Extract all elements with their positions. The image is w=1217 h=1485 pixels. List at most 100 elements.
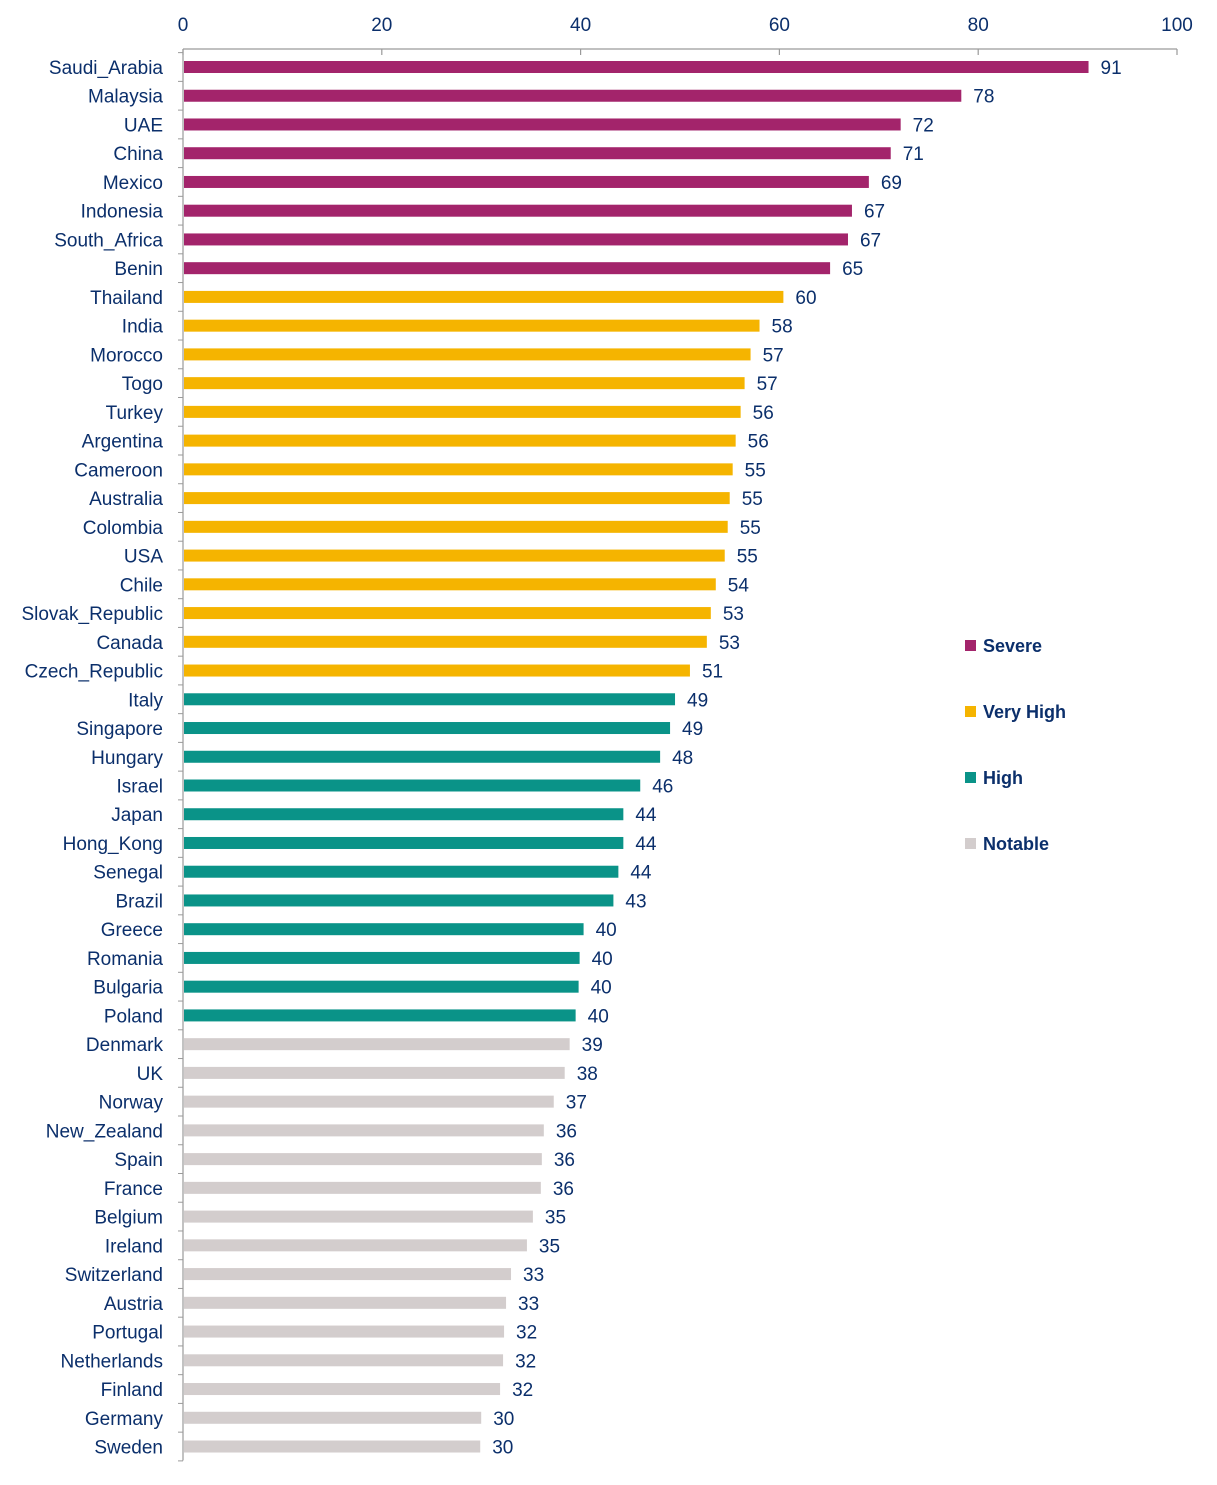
legend-label: Severe (983, 636, 1042, 656)
bar (184, 1124, 544, 1137)
data-label: 56 (748, 432, 769, 453)
data-label: 35 (545, 1208, 566, 1229)
bar (184, 664, 690, 677)
data-label: 72 (913, 115, 934, 136)
category-label: Austria (104, 1294, 164, 1315)
data-label: 69 (881, 173, 902, 194)
bar (184, 1325, 505, 1338)
category-label: Chile (120, 575, 163, 596)
category-label: Saudi_Arabia (49, 58, 164, 79)
category-label: Romania (87, 949, 163, 970)
data-label: 58 (772, 317, 793, 338)
data-label: 48 (672, 748, 693, 769)
bar (184, 520, 728, 533)
category-label: Malaysia (88, 87, 163, 108)
legend-label: Notable (983, 834, 1049, 854)
category-label: Greece (101, 920, 163, 941)
category-label: Singapore (76, 719, 163, 740)
category-label: Colombia (83, 518, 164, 539)
category-label: Argentina (82, 432, 164, 453)
bar (184, 233, 848, 246)
category-label: Belgium (94, 1208, 163, 1229)
bar (184, 463, 733, 476)
bars (184, 61, 1089, 1453)
data-label: 32 (515, 1351, 536, 1372)
category-label: Ireland (105, 1236, 163, 1257)
category-label: Denmark (86, 1035, 164, 1056)
category-label: Bulgaria (93, 978, 163, 999)
data-label: 51 (702, 662, 723, 683)
bar (184, 750, 661, 763)
bar (184, 1009, 576, 1022)
bar (184, 262, 831, 275)
data-label: 40 (596, 920, 617, 941)
category-label: Mexico (103, 173, 163, 194)
bar (184, 1296, 507, 1309)
category-label: Senegal (93, 863, 163, 884)
category-label: Germany (85, 1409, 164, 1430)
data-label: 33 (518, 1294, 539, 1315)
category-label: Czech_Republic (25, 662, 163, 683)
category-label: Benin (114, 259, 163, 280)
category-label: Canada (96, 633, 163, 654)
data-label: 49 (687, 690, 708, 711)
data-label: 32 (512, 1380, 533, 1401)
bar (184, 118, 901, 131)
category-labels: Saudi_Arabia Malaysia UAE China Mexico Indone… (21, 58, 163, 1459)
bar (184, 319, 760, 332)
bar (184, 348, 751, 361)
category-label: New_Zealand (46, 1121, 163, 1142)
category-label: Slovak_Republic (21, 604, 163, 625)
data-label: 40 (592, 949, 613, 970)
bar (184, 1153, 542, 1166)
bar (184, 923, 584, 936)
category-label: South_Africa (54, 230, 163, 251)
legend-swatch (965, 772, 976, 783)
data-label: 33 (523, 1265, 544, 1286)
bar (184, 980, 579, 993)
data-label: 55 (742, 489, 763, 510)
data-label: 67 (860, 230, 881, 251)
category-label: Italy (128, 690, 163, 711)
category-label: Togo (122, 374, 163, 395)
data-label: 78 (973, 87, 994, 108)
data-label: 36 (554, 1150, 575, 1171)
category-label: Japan (111, 805, 163, 826)
bar (184, 693, 676, 706)
data-label: 65 (842, 259, 863, 280)
bar (184, 377, 745, 390)
category-label: France (104, 1179, 163, 1200)
category-label: USA (124, 547, 163, 568)
bar (184, 1239, 527, 1252)
category-label: Sweden (94, 1438, 163, 1459)
x-axis: 0 20 40 60 80 100 (178, 15, 1193, 1462)
data-label: 71 (903, 144, 924, 165)
bar (184, 578, 716, 591)
category-label: Switzerland (65, 1265, 163, 1286)
data-label: 44 (635, 834, 657, 855)
data-label: 53 (719, 633, 740, 654)
data-label: 60 (795, 288, 816, 309)
data-label: 36 (556, 1121, 577, 1142)
category-label: Netherlands (61, 1351, 163, 1372)
data-label: 37 (566, 1093, 587, 1114)
data-label: 57 (763, 345, 784, 366)
data-label: 57 (757, 374, 778, 395)
bar (184, 635, 707, 648)
legend: Severe Very High High Notable (965, 636, 1066, 854)
x-tick-label: 0 (178, 15, 189, 36)
category-label: Portugal (92, 1323, 163, 1344)
data-label: 40 (588, 1006, 609, 1027)
legend-label: High (983, 768, 1023, 788)
category-label: Hungary (91, 748, 163, 769)
data-label: 67 (864, 202, 885, 223)
category-label: Turkey (106, 403, 164, 424)
data-label: 56 (753, 403, 774, 424)
category-label: Thailand (90, 288, 163, 309)
legend-label: Very High (983, 702, 1066, 722)
bar (184, 1383, 501, 1396)
bar (184, 1210, 533, 1223)
data-label: 55 (737, 547, 758, 568)
